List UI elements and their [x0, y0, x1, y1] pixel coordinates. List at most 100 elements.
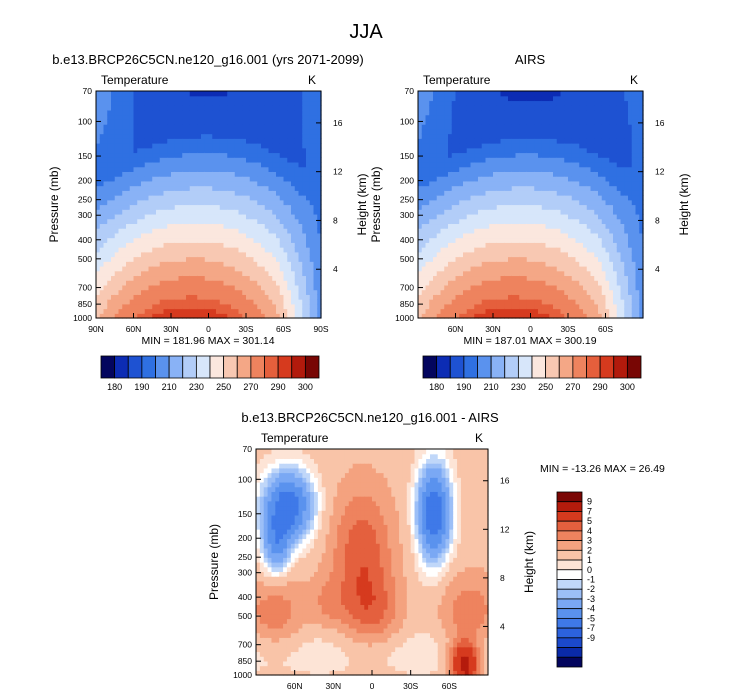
- field-cell: [530, 109, 535, 116]
- field-cell: [133, 95, 138, 102]
- field-cell: [553, 176, 558, 182]
- field-cell: [530, 284, 535, 291]
- field-cell: [231, 147, 236, 154]
- field-cell: [302, 152, 307, 158]
- field-cell: [313, 289, 318, 295]
- field-cell: [159, 256, 165, 262]
- field-cell: [156, 161, 161, 168]
- field-cell: [317, 157, 322, 163]
- field-cell: [478, 171, 483, 177]
- field-cell: [496, 100, 502, 106]
- field-cell: [144, 147, 150, 154]
- field-cell: [114, 204, 120, 210]
- field-cell: [253, 251, 258, 258]
- field-cell: [118, 313, 123, 319]
- field-cell: [283, 242, 288, 248]
- field-cell: [152, 161, 157, 168]
- field-cell: [283, 270, 288, 277]
- field-cell: [291, 180, 296, 187]
- field-cell: [418, 157, 423, 163]
- field-cell: [436, 232, 442, 239]
- field-cell: [141, 124, 146, 130]
- field-cell: [440, 176, 445, 182]
- field-cell: [496, 185, 502, 191]
- field-cell: [279, 218, 285, 225]
- field-cell: [575, 299, 580, 305]
- field-cell: [242, 265, 247, 272]
- field-cell: [114, 152, 120, 158]
- field-cell: [287, 190, 292, 196]
- field-cell: [436, 100, 442, 106]
- field-cell: [519, 190, 524, 196]
- field-cell: [186, 91, 191, 97]
- field-cell: [545, 209, 550, 215]
- field-cell: [186, 213, 191, 220]
- field-cell: [515, 91, 520, 97]
- field-cell: [234, 265, 240, 272]
- field-cell: [541, 237, 547, 243]
- field-cell: [156, 261, 161, 267]
- field-cell: [111, 313, 116, 319]
- field-cell: [306, 270, 311, 277]
- field-cell: [148, 308, 153, 314]
- field-cell: [489, 199, 494, 206]
- field-cell: [481, 280, 487, 286]
- field-cell: [444, 242, 449, 248]
- field-cell: [283, 256, 288, 262]
- field-cell: [283, 294, 288, 300]
- field-cell: [129, 171, 135, 177]
- field-cell: [129, 119, 135, 125]
- field-cell: [317, 289, 322, 295]
- field-cell: [152, 147, 157, 154]
- field-cell: [571, 138, 577, 144]
- field-cell: [111, 284, 116, 291]
- field-cell: [148, 190, 153, 196]
- field-cell: [264, 138, 270, 144]
- field-cell: [189, 251, 195, 258]
- field-cell: [231, 114, 236, 120]
- field-cell: [459, 152, 464, 158]
- field-cell: [159, 133, 165, 139]
- field-cell: [152, 313, 157, 319]
- field-cell: [159, 190, 165, 196]
- field-cell: [186, 100, 191, 106]
- field-cell: [291, 251, 296, 258]
- field-cell: [242, 161, 247, 168]
- field-cell: [246, 147, 251, 154]
- field-cell: [485, 289, 490, 295]
- field-cell: [193, 91, 198, 97]
- field-cell: [141, 209, 146, 215]
- field-cell: [126, 218, 131, 225]
- field-cell: [197, 95, 202, 102]
- field-cell: [523, 180, 528, 187]
- field-cell: [216, 261, 221, 267]
- field-cell: [466, 280, 472, 286]
- field-cell: [436, 199, 442, 206]
- field-cell: [298, 185, 303, 191]
- field-cell: [421, 195, 427, 201]
- field-cell: [178, 237, 183, 243]
- field-cell: [478, 299, 483, 305]
- field-cell: [126, 261, 131, 267]
- field-cell: [568, 91, 573, 97]
- field-cell: [204, 232, 210, 239]
- field-cell: [571, 128, 577, 135]
- field-cell: [511, 289, 517, 295]
- field-cell: [444, 299, 449, 305]
- field-cell: [485, 303, 490, 310]
- field-cell: [253, 199, 258, 206]
- field-cell: [174, 275, 180, 281]
- field-cell: [530, 209, 535, 215]
- field-cell: [242, 270, 247, 277]
- field-cell: [534, 213, 539, 220]
- field-cell: [122, 223, 127, 229]
- field-cell: [272, 251, 277, 258]
- field-cell: [238, 261, 243, 267]
- field-cell: [313, 213, 318, 220]
- field-cell: [496, 232, 502, 239]
- field-cell: [249, 251, 255, 258]
- field-cell: [111, 119, 116, 125]
- field-cell: [313, 223, 318, 229]
- field-cell: [500, 242, 505, 248]
- field-cell: [425, 195, 430, 201]
